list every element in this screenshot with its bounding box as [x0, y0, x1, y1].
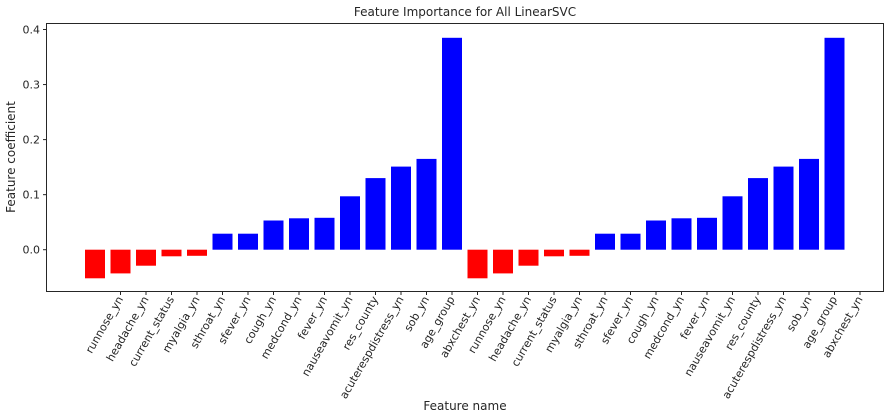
- bar: [824, 37, 845, 250]
- y-tick-label: 0.1: [23, 189, 41, 202]
- bar: [748, 178, 768, 250]
- bar: [722, 196, 743, 250]
- bar: [799, 158, 819, 250]
- x-axis-label: Feature name: [423, 399, 506, 413]
- y-tick-label: 0.3: [23, 79, 41, 92]
- bar: [187, 249, 207, 256]
- bar: [442, 37, 462, 250]
- bar: [391, 166, 411, 250]
- bar: [365, 178, 386, 250]
- y-tick-label: 0.0: [23, 244, 41, 257]
- x-axis-ticks: runnose_ynheadache_yncurrent_statusmyalg…: [83, 291, 866, 401]
- bar: [595, 233, 615, 250]
- y-axis-ticks: 0.0 0.1 0.2 0.3 0.4: [23, 24, 47, 257]
- y-axis-label: Feature coefficient: [4, 101, 18, 213]
- bar: [544, 249, 564, 257]
- bar: [569, 249, 590, 256]
- bar: [85, 249, 105, 279]
- bar: [646, 220, 666, 250]
- plot-frame: [46, 23, 884, 292]
- bar: [110, 249, 131, 274]
- bar: [493, 249, 513, 274]
- bar: [671, 218, 692, 250]
- bar: [238, 233, 258, 250]
- bar: [161, 249, 182, 257]
- bar: [620, 233, 641, 250]
- bar: [518, 249, 539, 266]
- bar: [773, 166, 794, 250]
- bars-group: [85, 37, 845, 279]
- bar: [212, 233, 233, 250]
- bar: [136, 249, 156, 266]
- y-tick-label: 0.4: [23, 24, 41, 37]
- bar: [416, 158, 437, 250]
- bar: [263, 220, 284, 250]
- y-tick-label: 0.2: [23, 134, 41, 147]
- bar: [697, 217, 717, 250]
- bar: [467, 249, 488, 279]
- bar: [314, 217, 335, 250]
- chart-title: Feature Importance for All LinearSVC: [354, 5, 576, 19]
- bar: [289, 218, 309, 250]
- bar: [340, 196, 360, 250]
